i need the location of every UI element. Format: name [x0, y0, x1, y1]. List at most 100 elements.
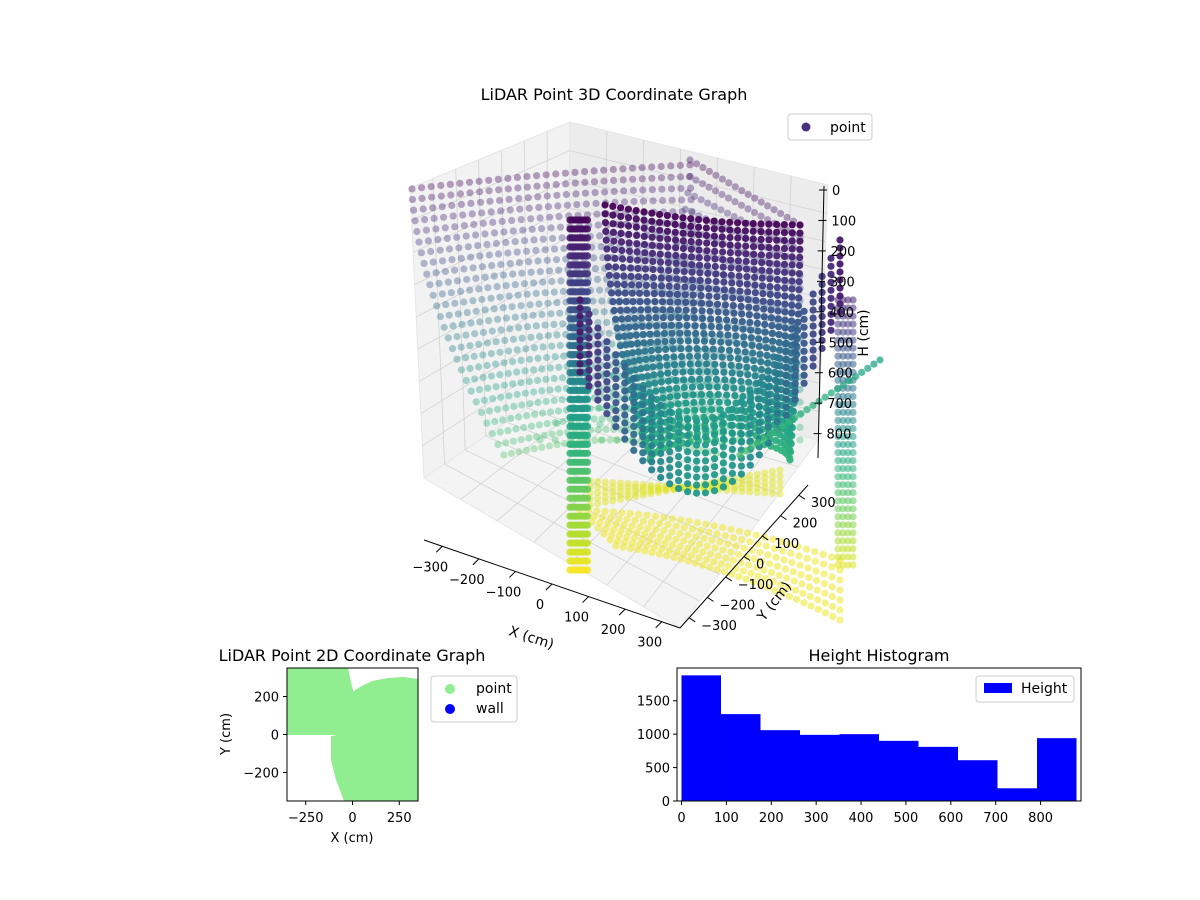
point-marker [610, 176, 618, 185]
point-marker [818, 304, 826, 312]
point-marker [596, 232, 604, 240]
point-marker [690, 299, 698, 307]
legend-2d-point-marker [445, 684, 455, 694]
point-marker [717, 338, 725, 346]
point-marker [803, 406, 811, 414]
point-marker [680, 275, 689, 283]
point-marker [464, 243, 472, 251]
point-marker [771, 586, 779, 594]
point-marker [501, 336, 509, 345]
point-marker [518, 401, 526, 409]
point-marker [839, 408, 847, 416]
point-marker [623, 350, 631, 358]
point-marker [745, 303, 753, 311]
point-marker [497, 260, 505, 269]
point-marker [762, 344, 771, 352]
point-marker [504, 427, 512, 435]
point-marker [727, 264, 735, 272]
point-marker [849, 296, 857, 304]
point-marker [511, 313, 519, 321]
point-marker [648, 548, 656, 557]
point-marker [624, 205, 633, 213]
point-marker [624, 214, 633, 222]
point-marker [849, 312, 857, 320]
point-marker [536, 332, 544, 340]
point-marker [459, 211, 467, 219]
y-tick-label-histogram: 0 [662, 795, 670, 810]
point-marker [429, 204, 437, 212]
point-marker [680, 550, 688, 558]
point-marker [688, 276, 697, 284]
point-marker [760, 434, 768, 443]
point-marker [757, 251, 766, 259]
point-marker [634, 348, 643, 356]
point-marker [594, 324, 602, 332]
point-marker [757, 358, 765, 366]
point-marker [827, 302, 835, 310]
point-marker [703, 542, 711, 550]
point-marker [834, 376, 842, 384]
point-marker [761, 469, 769, 477]
point-marker [550, 374, 558, 383]
point-marker [502, 314, 510, 322]
point-marker [687, 196, 695, 204]
point-marker [844, 312, 852, 320]
point-marker [849, 432, 857, 441]
point-marker [724, 399, 732, 407]
point-marker [621, 427, 629, 435]
point-marker [791, 380, 799, 388]
point-marker [849, 561, 857, 569]
point-marker [678, 352, 686, 361]
point-marker [844, 449, 852, 457]
point-marker [786, 456, 794, 464]
point-marker [550, 396, 558, 405]
point-marker [769, 577, 777, 586]
point-marker [511, 281, 519, 289]
point-marker [849, 521, 857, 529]
point-marker [460, 222, 468, 230]
point-marker [780, 236, 789, 245]
point-marker [649, 197, 657, 205]
point-marker [709, 338, 717, 346]
point-marker [780, 229, 789, 237]
point-marker [780, 244, 789, 253]
point-marker [648, 410, 656, 418]
point-marker [633, 529, 641, 537]
grid-line [506, 421, 760, 521]
point-marker [458, 320, 466, 329]
point-marker [701, 457, 710, 465]
point-marker [681, 291, 689, 299]
point-marker [756, 581, 765, 589]
point-marker [671, 368, 679, 377]
y-tick-label: −100 [738, 578, 774, 593]
point-marker [705, 383, 713, 391]
point-marker [466, 342, 474, 350]
point-marker [601, 478, 609, 486]
x-tick [435, 545, 443, 553]
point-marker [652, 314, 660, 322]
point-marker [526, 400, 534, 408]
point-marker [630, 438, 638, 446]
point-marker [612, 359, 620, 367]
point-marker [583, 503, 592, 511]
point-marker [637, 306, 645, 314]
point-marker [436, 313, 444, 321]
point-marker [764, 415, 772, 423]
point-marker [782, 387, 790, 395]
point-marker [682, 306, 690, 314]
point-marker [834, 457, 842, 465]
point-marker [621, 387, 629, 395]
point-marker [538, 225, 546, 233]
point-marker [829, 612, 837, 621]
point-marker [724, 194, 733, 202]
point-marker [656, 218, 664, 226]
point-marker [583, 216, 592, 224]
x-tick-label: −200 [449, 573, 485, 588]
point-marker [634, 546, 642, 554]
point-marker [827, 254, 835, 262]
point-marker [834, 320, 842, 328]
legend-2d: point wall [430, 675, 518, 723]
point-marker [496, 428, 504, 436]
point-marker [738, 318, 746, 326]
point-marker [839, 432, 847, 441]
